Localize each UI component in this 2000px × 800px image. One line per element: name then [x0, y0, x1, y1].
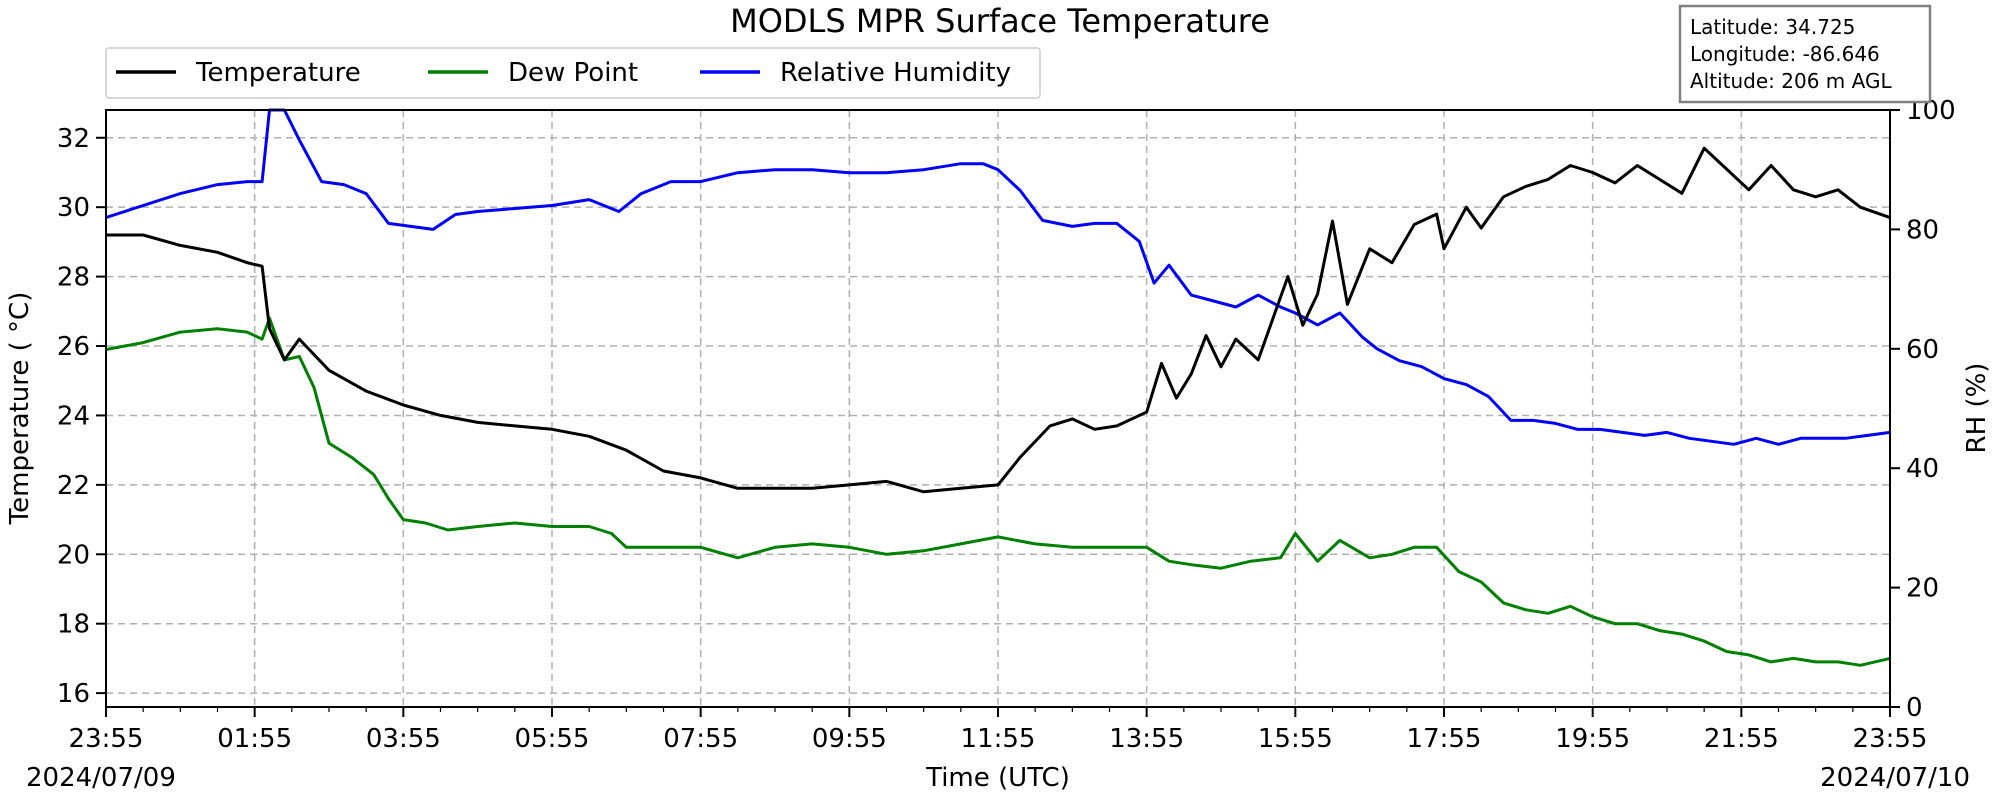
legend-label-temperature: Temperature	[195, 58, 361, 88]
x-tick-label: 23:55	[69, 724, 144, 754]
series-layer	[105, 108, 1891, 667]
y-tick-label: 18	[57, 610, 90, 640]
legend-label-dew-point: Dew Point	[508, 58, 638, 88]
left-axis: 16 18 20 22 24 26 28 30 32	[57, 124, 106, 709]
legend: Temperature Dew Point Relative Humidity	[105, 47, 1041, 99]
y-axis-label: Temperature ( °C)	[5, 292, 35, 526]
info-altitude: Altitude: 206 m AGL	[1690, 69, 1892, 93]
y2-tick-label: 0	[1906, 693, 1923, 723]
x-tick-label: 07:55	[663, 724, 738, 754]
y-tick-label: 26	[57, 332, 90, 362]
y-tick-label: 22	[57, 471, 90, 501]
bottom-axis: 23:55 01:55 03:55 05:55 07:55 09:55 11:55 13:55…	[69, 707, 1928, 754]
y2-tick-label: 60	[1906, 335, 1939, 365]
y2-tick-label: 40	[1906, 454, 1939, 484]
x-axis-label: Time (UTC)	[925, 763, 1070, 793]
x-tick-label: 13:55	[1109, 724, 1184, 754]
y2-tick-label: 80	[1906, 215, 1939, 245]
series-line-temperature	[106, 146, 1891, 494]
x-tick-label: 01:55	[217, 724, 292, 754]
chart-title: MODLS MPR Surface Temperature	[730, 2, 1270, 40]
y-tick-label: 32	[57, 124, 90, 154]
x-end-date: 2024/07/10	[1820, 763, 1970, 793]
y-tick-label: 28	[57, 263, 90, 293]
x-tick-label: 09:55	[812, 724, 887, 754]
info-longitude: Longitude: -86.646	[1690, 42, 1880, 66]
y2-tick-label: 20	[1906, 574, 1939, 604]
x-tick-label: 11:55	[961, 724, 1036, 754]
x-start-date: 2024/07/09	[26, 763, 176, 793]
y-tick-label: 24	[57, 401, 90, 431]
x-tick-label: 21:55	[1704, 724, 1779, 754]
y2-axis-label: RH (%)	[1962, 363, 1992, 454]
info-box-frame	[1678, 4, 1932, 104]
x-tick-label: 15:55	[1258, 724, 1333, 754]
info-latitude: Latitude: 34.725	[1690, 15, 1855, 39]
series-line-rh	[105, 108, 1891, 446]
series-line-dew-point	[105, 316, 1891, 667]
info-box: Latitude: 34.725 Longitude: -86.646 Alti…	[1678, 4, 1932, 104]
legend-label-rh: Relative Humidity	[780, 58, 1011, 88]
x-tick-label: 17:55	[1407, 724, 1482, 754]
legend-frame	[105, 47, 1041, 99]
x-tick-label: 19:55	[1555, 724, 1630, 754]
y-tick-label: 16	[57, 679, 90, 709]
y-tick-label: 20	[57, 540, 90, 570]
x-tick-label: 05:55	[515, 724, 590, 754]
x-tick-label: 03:55	[366, 724, 441, 754]
x-tick-label: 23:55	[1853, 724, 1928, 754]
y-tick-label: 30	[57, 193, 90, 223]
